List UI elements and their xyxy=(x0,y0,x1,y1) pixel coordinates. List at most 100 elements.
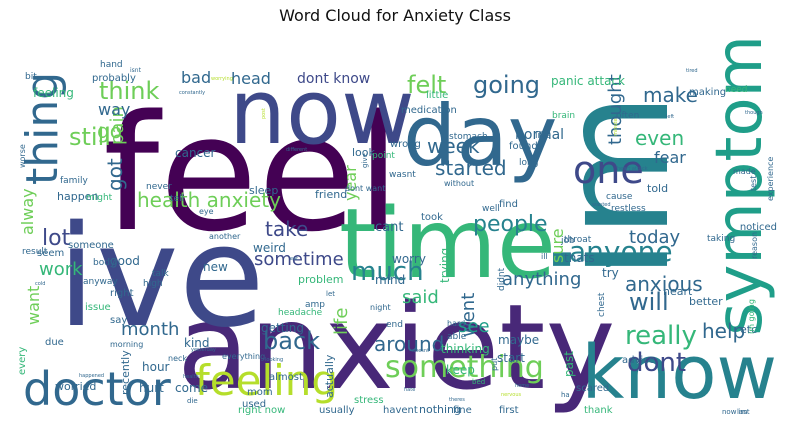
word-experience: experience xyxy=(766,157,775,201)
word-fear: fear xyxy=(654,148,686,167)
word-friend: friend xyxy=(315,188,347,201)
word-feel: feel xyxy=(103,80,401,267)
word-test: test xyxy=(749,176,758,191)
word-feeling: feeling xyxy=(195,356,338,405)
word-making: making xyxy=(689,87,726,98)
word-got: got xyxy=(103,158,127,191)
word-result: result xyxy=(22,247,48,257)
word-etc: etc xyxy=(740,323,757,336)
word-reason: reason xyxy=(750,232,759,259)
word-week: week xyxy=(427,134,480,158)
word-problem: problem xyxy=(298,273,344,286)
word-panic-attack: panic attack xyxy=(551,74,625,88)
word-amp: amp xyxy=(305,300,325,310)
word-stress: stress xyxy=(354,395,384,406)
word-take: take xyxy=(265,217,308,241)
word-long: long xyxy=(519,158,538,168)
word-pain: pain xyxy=(107,106,128,145)
word-anxiety: anxiety xyxy=(177,278,615,416)
word-better: better xyxy=(689,295,723,308)
word-even: even xyxy=(635,126,684,150)
word-lot: lot xyxy=(42,226,71,251)
word-ha: ha xyxy=(561,391,570,399)
word-back: back xyxy=(263,327,320,355)
word-neck: neck xyxy=(168,354,187,363)
word-little: little xyxy=(426,90,448,101)
word-made: made xyxy=(733,167,756,176)
word-home: home xyxy=(515,383,529,389)
word-started: started xyxy=(435,156,507,180)
word-anxious: anxious xyxy=(625,272,703,296)
word-last: last xyxy=(737,408,750,416)
word-life: life xyxy=(331,308,352,335)
word-anything: anything xyxy=(502,269,581,290)
word-thats: thats xyxy=(564,251,595,265)
word-think: think xyxy=(99,77,160,105)
word-dont-know: dont know xyxy=(297,71,370,87)
word-heart-attack: heart attack xyxy=(617,166,648,172)
word-worried: worried xyxy=(55,380,96,393)
word-hour: hour xyxy=(142,360,170,374)
word-start: start xyxy=(497,351,525,365)
word-ive: ive xyxy=(57,196,265,359)
word-cant: cant xyxy=(375,220,403,235)
chart-title: Word Cloud for Anxiety Class xyxy=(279,6,511,25)
word-another: another xyxy=(209,232,241,241)
word-scared: scared xyxy=(576,383,609,394)
word-advice: advice xyxy=(622,355,655,366)
word-might: might xyxy=(86,193,113,203)
word-bad: bad xyxy=(181,68,211,87)
word-isnt: isnt xyxy=(130,67,142,74)
word-tired: tired xyxy=(686,68,698,74)
word-time: time xyxy=(339,188,556,300)
word-see: see xyxy=(458,316,490,337)
word-now-im: now im xyxy=(722,408,748,416)
word-year: year xyxy=(341,165,360,201)
word-theres: theres xyxy=(449,397,465,403)
word-kind: kind xyxy=(184,336,210,350)
word-normal: normal xyxy=(515,127,564,143)
word-fine: fine xyxy=(453,405,472,416)
word-minute: minute xyxy=(613,118,619,136)
word-body: body xyxy=(93,258,116,268)
word-something: something xyxy=(385,350,544,385)
word-heart: heart xyxy=(663,285,693,298)
word-seem: seem xyxy=(37,248,64,259)
word-weird: weird xyxy=(253,241,286,255)
word-mom: mom xyxy=(247,387,273,398)
word-took: took xyxy=(421,212,443,223)
word-help: help xyxy=(702,319,745,343)
word-anyway: anyway xyxy=(83,277,118,287)
word-cancer: cancer xyxy=(175,146,216,160)
word-hate: hate xyxy=(404,387,415,393)
word-doesnt: doesnt xyxy=(412,348,429,354)
word-work: work xyxy=(39,259,83,280)
word-cold: cold xyxy=(35,281,45,287)
word-alway: alway xyxy=(18,188,37,235)
word-new: new xyxy=(203,260,228,274)
word-sometime: sometime xyxy=(254,249,344,270)
word-usually: usually xyxy=(319,405,355,416)
word-worrying: worrying xyxy=(211,76,233,82)
word-give: give xyxy=(361,153,369,168)
word-issue: issue xyxy=(85,302,111,313)
word-thing: thing xyxy=(17,72,68,185)
word-doctor: doctor xyxy=(23,362,171,416)
word-die: die xyxy=(187,397,198,405)
word-didnt: didnt xyxy=(497,267,507,291)
word-brain: brain xyxy=(552,111,575,121)
word-say: say xyxy=(110,315,127,326)
word-medication: medication xyxy=(401,105,457,116)
word-felt: felt xyxy=(407,71,446,99)
word-thought: thought xyxy=(605,74,626,145)
word-morning: morning xyxy=(110,340,143,349)
word-hand: hand xyxy=(100,60,123,70)
word-im-going: im going xyxy=(747,299,756,334)
word-hard: hard xyxy=(447,319,465,328)
word-well: well xyxy=(482,204,500,214)
word-dont-want: dont want xyxy=(345,184,385,193)
word-end: end xyxy=(386,320,403,330)
word-told: told xyxy=(647,182,668,195)
word-sure: sure xyxy=(548,228,567,263)
word-worse: worse xyxy=(18,144,27,168)
